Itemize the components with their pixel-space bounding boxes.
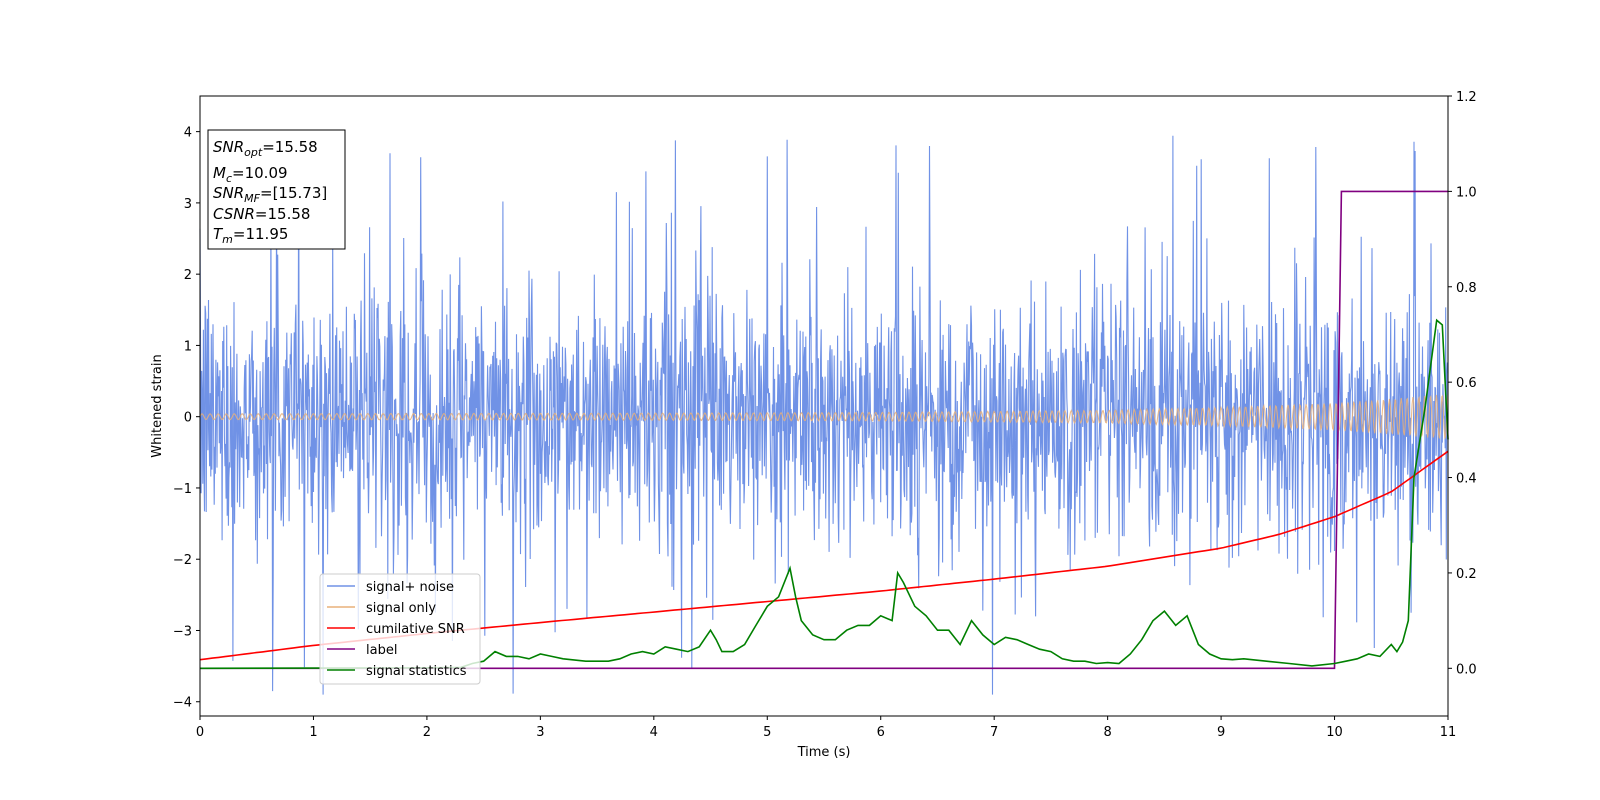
y-tick-label: −3 bbox=[173, 624, 192, 639]
y2-tick-label: 0.6 bbox=[1456, 376, 1477, 391]
y-tick-label: 1 bbox=[184, 339, 192, 354]
x-tick-label: 8 bbox=[1103, 725, 1111, 740]
info-box: SNRopt=15.58 Mc=10.09 SNRMF=[15.73] CSNR… bbox=[208, 130, 345, 249]
y2-tick-label: 0.8 bbox=[1456, 281, 1477, 296]
x-tick-label: 2 bbox=[423, 725, 431, 740]
y2-tick-label: 0.0 bbox=[1456, 662, 1477, 677]
x-tick-label: 3 bbox=[536, 725, 544, 740]
legend-label-cumulative-snr: cumilative SNR bbox=[366, 622, 465, 637]
x-tick-label: 6 bbox=[877, 725, 885, 740]
y-tick-label: 3 bbox=[184, 197, 192, 212]
info-snr-mf: SNRMF=[15.73] bbox=[213, 184, 327, 205]
y2-tick-label: 0.4 bbox=[1456, 472, 1477, 487]
x-tick-label: 11 bbox=[1440, 725, 1457, 740]
y-tick-label: −1 bbox=[173, 482, 192, 497]
x-tick-label: 5 bbox=[763, 725, 771, 740]
y-tick-label: −2 bbox=[173, 553, 192, 568]
y-tick-label: 4 bbox=[184, 126, 192, 141]
x-axis-label: Time (s) bbox=[797, 745, 851, 760]
x-tick-label: 4 bbox=[650, 725, 658, 740]
x-tick-label: 9 bbox=[1217, 725, 1225, 740]
x-tick-label: 10 bbox=[1326, 725, 1343, 740]
y-axis-label: Whitened strain bbox=[150, 354, 165, 457]
x-tick-label: 1 bbox=[309, 725, 317, 740]
y2-tick-label: 1.2 bbox=[1456, 90, 1477, 105]
y-tick-label: −4 bbox=[173, 696, 192, 711]
y-tick-label: 2 bbox=[184, 268, 192, 283]
info-csnr: CSNR=15.58 bbox=[213, 205, 310, 223]
legend-label-signal-only: signal only bbox=[366, 601, 436, 616]
x-tick-label: 0 bbox=[196, 725, 204, 740]
legend-label-signal-statistics: signal statistics bbox=[366, 664, 467, 679]
legend-label-label: label bbox=[366, 643, 397, 658]
x-tick-label: 7 bbox=[990, 725, 998, 740]
info-mc: Mc=10.09 bbox=[213, 164, 288, 185]
y2-tick-label: 1.0 bbox=[1456, 185, 1477, 200]
legend: signal+ noise signal only cumilative SNR… bbox=[320, 574, 480, 684]
y2-tick-label: 0.2 bbox=[1456, 567, 1477, 582]
legend-label-signal-noise: signal+ noise bbox=[366, 580, 454, 595]
y-tick-label: 0 bbox=[184, 411, 192, 426]
info-snr-opt: SNRopt=15.58 bbox=[213, 138, 318, 159]
